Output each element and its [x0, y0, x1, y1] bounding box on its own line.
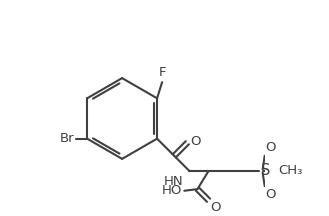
Text: S: S: [261, 164, 270, 178]
Text: HN: HN: [163, 175, 183, 188]
Text: O: O: [211, 201, 221, 214]
Text: O: O: [266, 141, 276, 154]
Text: O: O: [190, 135, 200, 148]
Text: CH₃: CH₃: [278, 164, 303, 178]
Text: HO: HO: [162, 184, 182, 197]
Text: Br: Br: [60, 132, 74, 145]
Text: F: F: [159, 66, 166, 79]
Text: O: O: [266, 188, 276, 201]
